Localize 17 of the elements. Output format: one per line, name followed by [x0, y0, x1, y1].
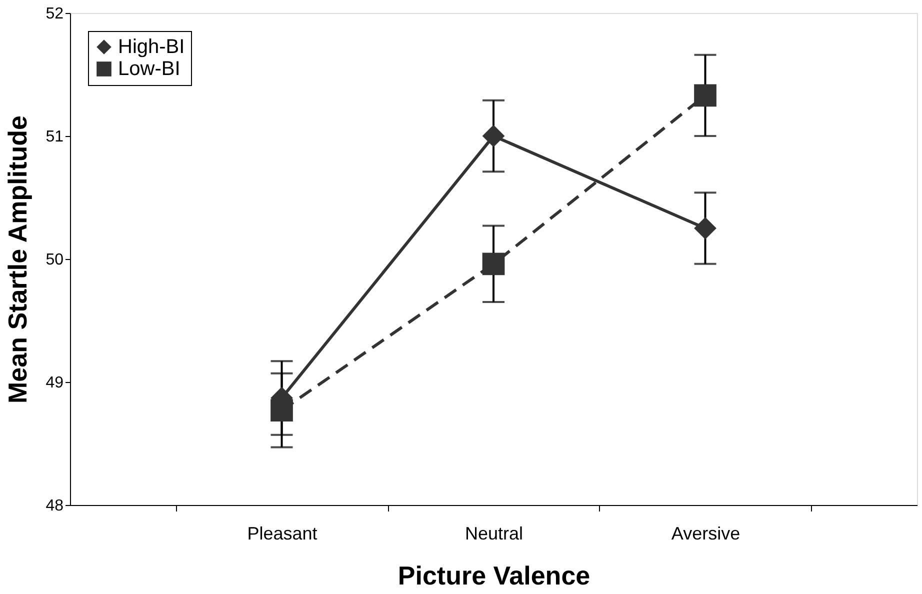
x-tick-label: Neutral [464, 524, 524, 544]
x-tick-label: Aversive [671, 524, 740, 544]
y-tick-label: 48 [46, 498, 64, 514]
point [694, 84, 716, 107]
point [270, 399, 293, 422]
y-axis-title: Mean Startle Amplitude [2, 116, 33, 404]
legend-label: High-BI [118, 36, 185, 58]
x-tick-label: Pleasant [247, 524, 318, 544]
point [694, 217, 716, 240]
y-tick-label: 51 [46, 128, 64, 146]
y-tick-label: 50 [46, 252, 64, 268]
y-tick-label: 49 [46, 374, 64, 392]
x-axis-title: Picture Valence [398, 560, 590, 590]
legend-label: Low-BI [118, 58, 180, 80]
point [482, 124, 505, 148]
point [482, 252, 505, 276]
y-tick-label: 52 [46, 6, 64, 22]
